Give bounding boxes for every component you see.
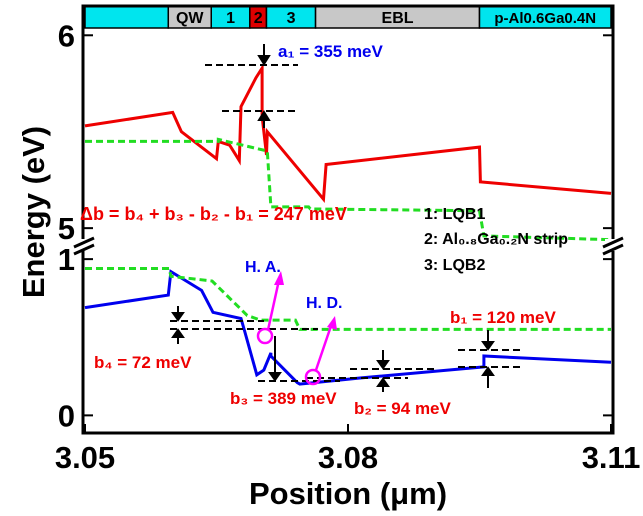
series-layer [84,62,612,386]
carrier-marker-arrowheads [274,271,337,330]
barrier-guides [170,64,520,382]
series-line-1 [84,62,612,204]
layer-label: QW [176,10,204,27]
annotation-a1: a₁ = 355 meV [278,42,384,61]
annotation-b3: b₃ = 389 meV [230,389,337,408]
x-tick-label: 3.08 [318,440,378,475]
annotation-hd: H. D. [306,295,342,312]
series-line-3 [84,269,612,386]
y-tick-label: 5 [58,211,75,246]
series-line-2 [85,137,612,242]
y-tick-label: 0 [58,398,75,433]
annotation-b2: b₂ = 94 meV [354,399,452,418]
hole-accumulation-marker [256,327,274,345]
layer-label: p-Al0.6Ga0.4N [494,10,596,27]
legend-note-1: 1: LQB1 [424,206,485,223]
y-tick-label: 1 [58,242,75,277]
axis-ticks: 3.05 3.08 3.11 5 6 0 1 [55,18,640,475]
layer-segment [84,5,170,29]
layer-label: 3 [287,10,296,27]
annotation-delta-b: Δb = b₄ + b₃ - b₂ - b₁ = 247 meV [80,204,347,224]
x-axis-label: Position (μm) [249,476,447,511]
legend-note-3: 3: LQB2 [424,257,485,274]
annotation-b4: b₄ = 72 meV [94,353,192,372]
legend-note-2: 2: Al₀.₈Ga₀.₂N strip [424,231,568,248]
carrier-markers [256,279,334,386]
y-tick-label: 6 [58,18,75,53]
hole-depletion-marker [304,368,322,386]
layer-label: 1 [226,10,235,27]
barrier-arrows [171,44,495,392]
layer-label: 2 [254,10,263,27]
layer-label: EBL [382,10,414,27]
axis-break [73,236,624,256]
layer-bar: QW 1 2 3 EBL p-Al0.6Ga0.4N [84,5,612,29]
series-line-4 [85,267,611,331]
annotation-b1: b₁ = 120 meV [450,308,556,327]
annotation-ha: H. A. [245,259,281,276]
x-tick-label: 3.11 [582,440,641,475]
x-tick-label: 3.05 [55,440,115,475]
y-axis-label: Energy (eV) [16,126,51,298]
